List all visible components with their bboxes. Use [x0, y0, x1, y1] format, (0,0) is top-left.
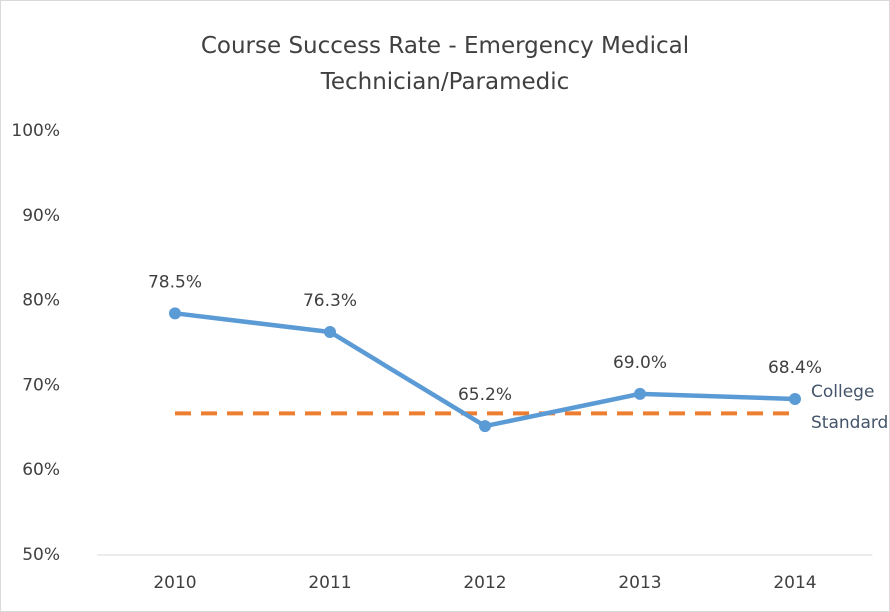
x-tick-label: 2014 — [773, 573, 816, 593]
x-tick-label: 2010 — [153, 573, 196, 593]
data-label: 78.5% — [148, 272, 202, 292]
marker — [324, 325, 336, 338]
series-label: College Standard — [811, 382, 889, 434]
y-tick-label: 70% — [22, 375, 60, 395]
marker — [169, 307, 181, 320]
y-tick-label: 100% — [11, 121, 60, 141]
y-tick-label: 50% — [22, 545, 60, 565]
x-tick-label: 2013 — [618, 573, 661, 593]
chart-title: Course Success Rate - Emergency Medical … — [200, 33, 690, 95]
data-label: 68.4% — [768, 358, 822, 378]
y-tick-label: 90% — [22, 206, 60, 226]
x-tick-label: 2012 — [463, 573, 506, 593]
data-label: 65.2% — [458, 385, 512, 405]
data-label: 76.3% — [303, 291, 357, 311]
marker — [789, 392, 801, 405]
marker — [479, 420, 491, 433]
y-tick-label: 60% — [22, 460, 60, 480]
data-label: 69.0% — [613, 353, 667, 373]
marker — [634, 387, 646, 400]
x-tick-label: 2011 — [308, 573, 351, 593]
y-tick-label: 80% — [22, 291, 60, 311]
